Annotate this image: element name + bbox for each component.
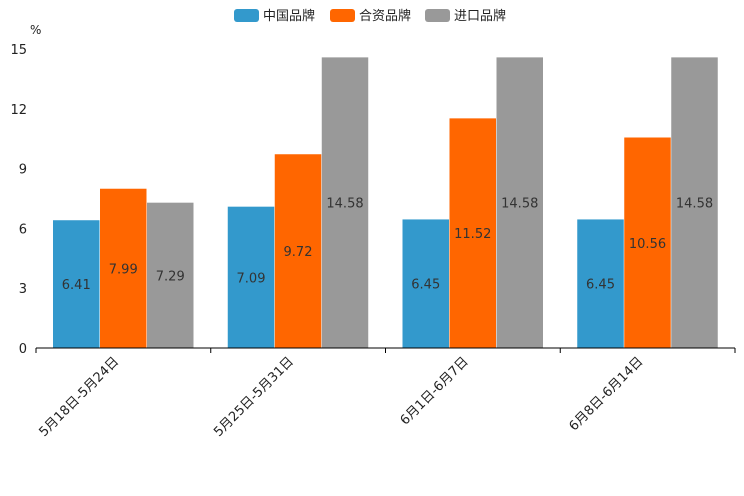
y-tick-label: 12: [10, 103, 27, 118]
data-label-2-2: 9.72: [284, 245, 313, 260]
bar-3-3[interactable]: [496, 57, 544, 348]
bar-4-1[interactable]: [577, 219, 624, 348]
legend-label-2[interactable]: 合资品牌: [359, 8, 411, 24]
data-label-1-2: 7.99: [109, 262, 138, 277]
bars: [53, 57, 718, 348]
bar-3-1[interactable]: [402, 219, 450, 348]
bar-2-1[interactable]: [227, 206, 275, 348]
x-tick-label-2: 5月25日-5月31日: [211, 354, 297, 440]
bar-1-2[interactable]: [100, 188, 147, 348]
legend-label-3[interactable]: 进口品牌: [454, 8, 506, 24]
data-label-3-2: 11.52: [454, 227, 491, 242]
bar-4-2[interactable]: [624, 137, 671, 348]
data-label-1-3: 7.29: [156, 269, 185, 284]
legend-label-1[interactable]: 中国品牌: [263, 8, 315, 24]
y-tick-label: 3: [19, 282, 27, 297]
y-axis: 0 3 6 9 12 15: [10, 43, 27, 357]
bar-4-3[interactable]: [671, 57, 718, 348]
bar-2-3[interactable]: [321, 57, 369, 348]
bar-3-2[interactable]: [449, 118, 497, 348]
y-axis-unit-label: %: [30, 23, 41, 37]
bar-1-1[interactable]: [53, 220, 100, 348]
legend-swatch-1[interactable]: [234, 9, 259, 22]
data-labels: 6.41 7.99 7.29 7.09 9.72 14.58 6.45 11.52 14.58 6…: [62, 197, 713, 293]
data-label-4-2: 10.56: [629, 237, 666, 252]
data-label-3-1: 6.45: [411, 278, 440, 293]
y-tick-label: 6: [19, 222, 27, 237]
bar-2-2[interactable]: [274, 154, 322, 348]
x-tick-label-3: 6月1日-6月7日: [398, 354, 472, 428]
legend: 中国品牌 合资品牌 进口品牌: [234, 8, 506, 24]
data-label-1-1: 6.41: [62, 278, 91, 293]
x-tick-label-1: 5月18日-5月24日: [36, 354, 122, 440]
y-tick-label: 0: [19, 342, 27, 357]
y-tick-label: 9: [19, 163, 27, 178]
data-label-2-1: 7.09: [237, 271, 266, 286]
bar-1-3[interactable]: [147, 202, 194, 348]
y-tick-label: 15: [10, 43, 27, 58]
legend-swatch-2[interactable]: [330, 9, 355, 22]
data-label-4-3: 14.58: [676, 197, 713, 212]
legend-swatch-3[interactable]: [425, 9, 450, 22]
x-axis: 5月18日-5月24日 5月25日-5月31日 6月1日-6月7日 6月8日-6月14…: [35, 348, 736, 440]
x-tick-label-4: 6月8日-6月14日: [567, 354, 647, 434]
data-label-3-3: 14.58: [501, 197, 538, 212]
data-label-4-1: 6.45: [586, 278, 615, 293]
data-label-2-3: 14.58: [326, 197, 363, 212]
